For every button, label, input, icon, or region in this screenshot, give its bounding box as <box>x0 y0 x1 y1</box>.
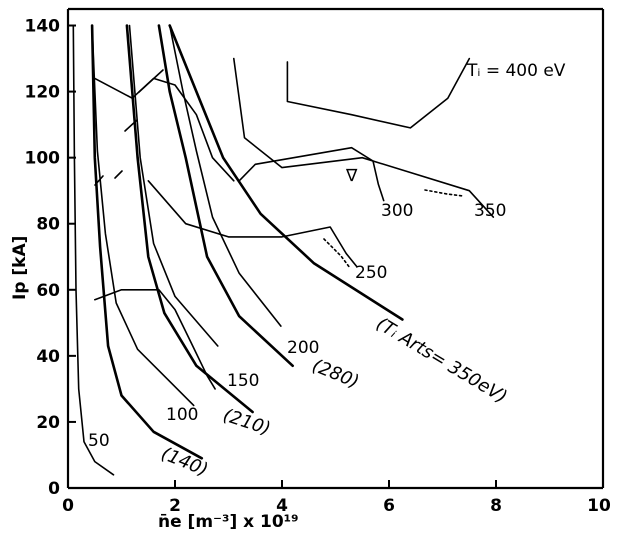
curve-ti-400ev <box>286 57 471 129</box>
stray-segments <box>94 69 164 186</box>
curve-ti-arts-350ev <box>168 24 404 321</box>
x-tick-label: 6 <box>383 496 395 516</box>
y-tick-label: 20 <box>36 413 60 433</box>
x-tick-label: 10 <box>587 496 611 516</box>
curve-140 <box>90 24 204 460</box>
x-tick-label: 8 <box>490 496 502 516</box>
curve-300 <box>238 146 385 202</box>
y-tick-label: 0 <box>48 479 60 499</box>
stray-segment <box>138 69 164 93</box>
dashed-extension-350 <box>424 189 464 197</box>
contour-label-50: 50 <box>88 431 110 451</box>
contour-label-250: 250 <box>355 263 387 283</box>
contour-label-400: Tᵢ = 400 eV <box>466 61 566 81</box>
x-axis-title: n̄e [m⁻³] x 10¹⁹ <box>158 512 299 532</box>
x-tick-label: 2 <box>169 496 181 516</box>
contour-label-150: 150 <box>227 371 259 391</box>
ticks <box>67 24 604 489</box>
contour-label-350: 350 <box>474 201 506 221</box>
x-tick-label: 0 <box>62 496 74 516</box>
y-tick-label: 40 <box>36 347 60 367</box>
curve-label-arts: (Tᵢ Arts= 350eV) <box>372 313 510 408</box>
stray-segment <box>94 175 104 186</box>
curve-210 <box>125 24 254 414</box>
contour-label-300: 300 <box>381 201 413 221</box>
curve-150 <box>128 24 219 347</box>
curve-280 <box>157 24 295 368</box>
y-tick-label: 60 <box>36 281 60 301</box>
contour-label-200: 200 <box>287 338 319 358</box>
curve-50 <box>72 24 115 476</box>
curve-200 <box>168 24 282 327</box>
axes <box>66 7 605 490</box>
curve-100 <box>91 24 195 407</box>
stray-segment <box>114 170 123 179</box>
y-tick-label: 120 <box>25 83 61 103</box>
contour-curves <box>72 24 495 476</box>
contour-label-100: 100 <box>166 405 198 425</box>
x-tick-label: 4 <box>276 496 288 516</box>
curve-250b <box>147 180 358 268</box>
dashed-extensions <box>323 189 464 269</box>
y-tick-label: 100 <box>25 149 61 169</box>
stray-segment <box>124 119 138 132</box>
curve-label-210: (210) <box>220 405 273 440</box>
y-tick-label: 80 <box>36 215 60 235</box>
curve-label-280: (280) <box>309 355 362 393</box>
curve-300a <box>94 77 235 182</box>
curve-250 <box>94 288 216 390</box>
y-tick-label: 140 <box>25 17 61 37</box>
curve-350 <box>233 57 495 218</box>
y-axis-title: Ip [kA] <box>10 236 30 300</box>
triangle-marker: ∇ <box>345 166 358 186</box>
